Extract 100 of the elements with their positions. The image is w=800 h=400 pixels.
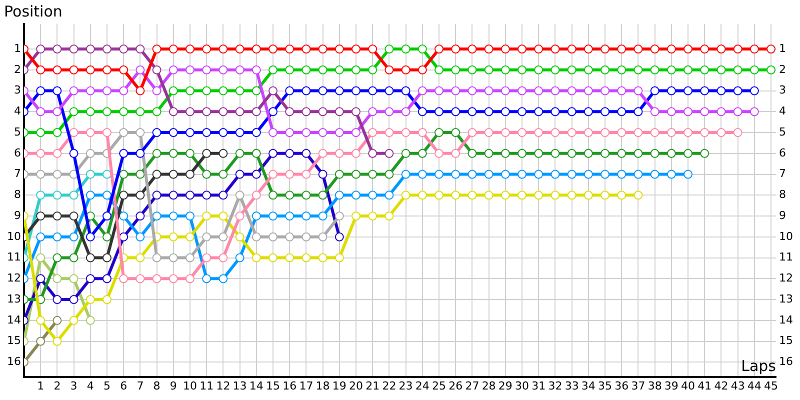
point	[600, 107, 610, 116]
point	[584, 148, 593, 158]
point	[352, 170, 361, 179]
point	[634, 128, 643, 138]
point	[69, 65, 78, 74]
point	[434, 190, 444, 200]
point	[368, 86, 378, 96]
point	[468, 128, 477, 138]
point	[468, 107, 477, 116]
point	[334, 212, 344, 221]
point	[384, 170, 394, 179]
point	[352, 190, 361, 200]
point	[202, 128, 212, 138]
point	[733, 86, 742, 96]
y-tick-label: 6	[14, 146, 21, 160]
point	[484, 170, 494, 179]
point	[119, 86, 128, 96]
point	[186, 253, 195, 262]
x-tick-label: 15	[266, 379, 280, 392]
point	[152, 212, 162, 221]
point	[152, 44, 162, 54]
point	[218, 148, 228, 158]
point	[634, 148, 643, 158]
point	[334, 190, 344, 200]
point	[235, 212, 244, 221]
point	[119, 65, 128, 74]
point	[401, 128, 410, 138]
point	[334, 148, 344, 158]
point	[700, 86, 710, 96]
point	[302, 170, 311, 179]
point	[684, 170, 693, 179]
x-tick-label: 29	[498, 379, 512, 392]
point	[617, 148, 626, 158]
point	[418, 44, 427, 54]
point	[235, 148, 244, 158]
point	[534, 44, 544, 54]
point	[518, 44, 527, 54]
point	[252, 232, 261, 242]
x-tick-label: 41	[698, 379, 712, 392]
point	[468, 190, 477, 200]
point	[285, 148, 294, 158]
point	[666, 128, 676, 138]
point	[302, 107, 311, 116]
point	[136, 253, 145, 262]
x-tick-label: 20	[349, 379, 364, 392]
point	[168, 107, 178, 116]
point	[235, 253, 244, 262]
point	[235, 128, 244, 138]
point	[302, 65, 311, 74]
point	[518, 190, 527, 200]
point	[302, 86, 311, 96]
point	[666, 65, 676, 74]
point	[86, 274, 95, 284]
point	[36, 107, 46, 116]
point	[168, 274, 178, 284]
point	[36, 128, 46, 138]
point	[52, 107, 62, 116]
point	[218, 190, 228, 200]
point	[102, 212, 112, 221]
x-tick-label: 45	[764, 379, 778, 392]
point	[368, 128, 378, 138]
point	[69, 128, 78, 138]
y-tick-label: 12	[6, 272, 21, 285]
point	[285, 86, 294, 96]
point	[152, 65, 162, 74]
point	[252, 86, 261, 96]
point	[352, 148, 361, 158]
x-tick-label: 34	[581, 379, 596, 392]
point	[684, 128, 693, 138]
point	[733, 65, 742, 74]
point	[52, 274, 62, 284]
y-tick-label: 16	[6, 355, 21, 368]
point	[634, 65, 643, 74]
point	[136, 128, 145, 138]
point	[252, 65, 261, 74]
point	[766, 44, 776, 54]
point	[119, 232, 128, 242]
point	[168, 44, 178, 54]
point	[252, 253, 261, 262]
point	[318, 107, 328, 116]
point	[334, 44, 344, 54]
point	[468, 86, 477, 96]
point	[36, 148, 46, 158]
point	[285, 128, 294, 138]
point	[434, 170, 444, 179]
point	[534, 86, 544, 96]
point	[218, 65, 228, 74]
point	[600, 148, 610, 158]
point	[102, 44, 112, 54]
point	[518, 107, 527, 116]
point	[484, 148, 494, 158]
point	[368, 190, 378, 200]
point	[202, 232, 212, 242]
point	[434, 44, 444, 54]
point	[186, 190, 195, 200]
point	[750, 65, 759, 74]
y-tick-label: 15	[6, 334, 21, 348]
point	[69, 274, 78, 284]
point	[401, 107, 410, 116]
point	[567, 128, 576, 138]
